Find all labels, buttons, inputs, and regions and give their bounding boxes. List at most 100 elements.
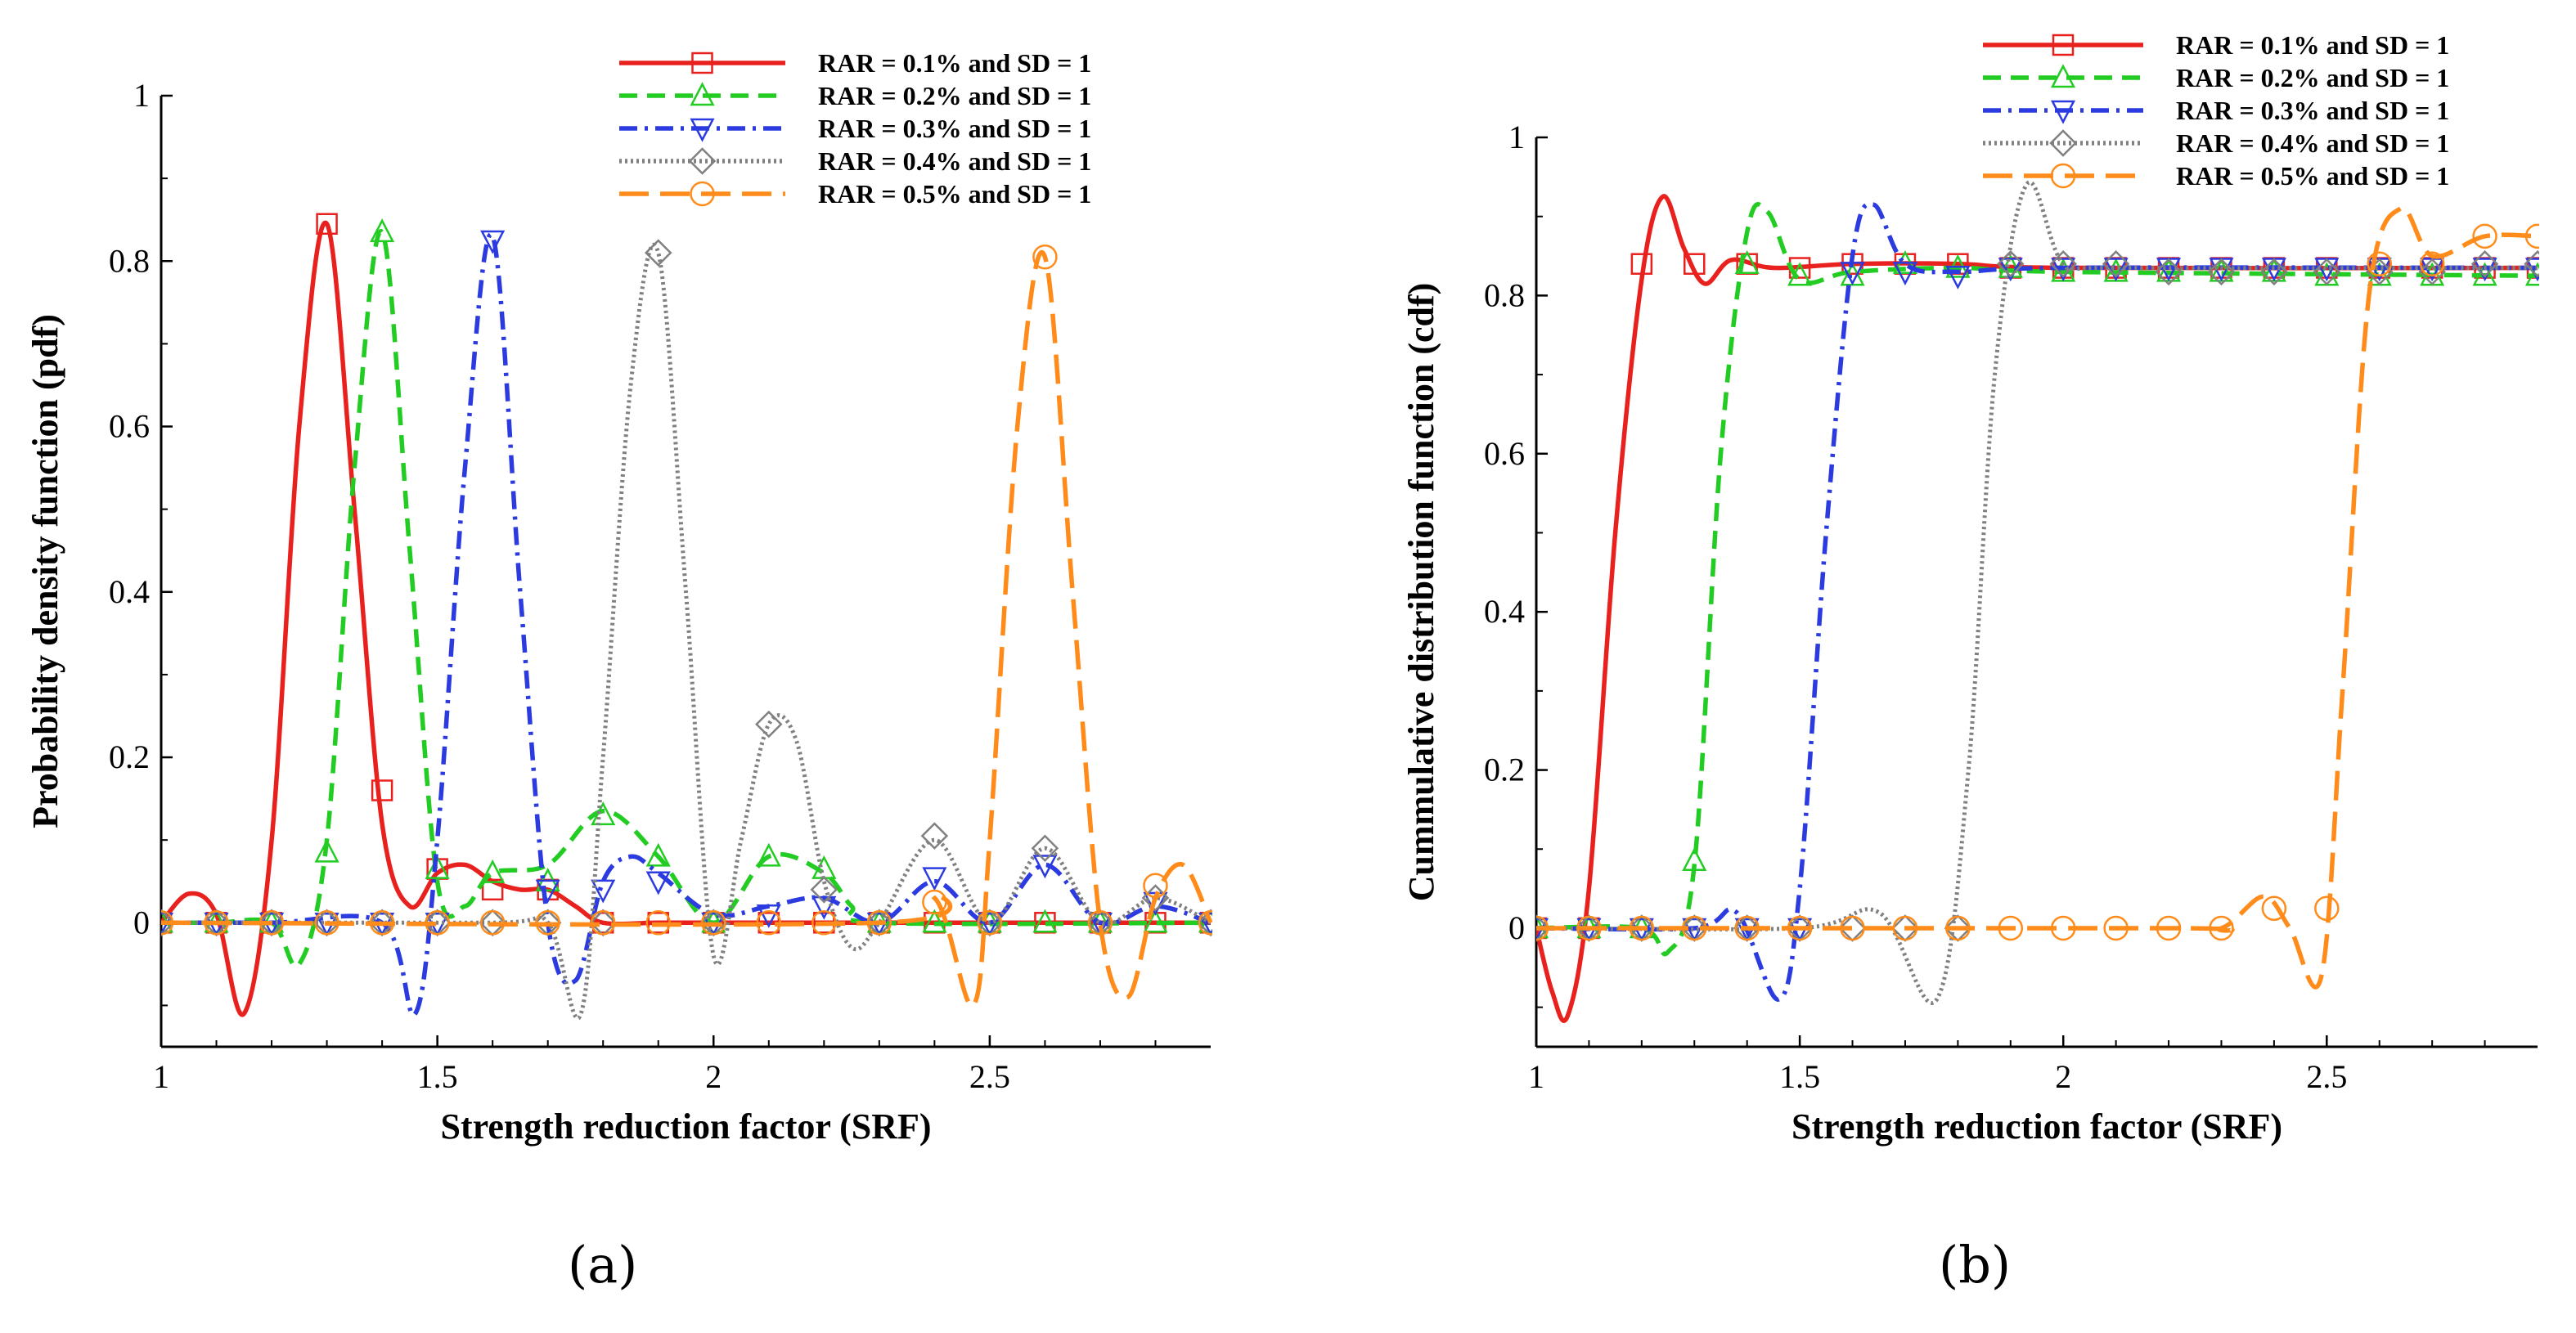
data-point-marker	[2524, 249, 2539, 278]
series-5	[161, 244, 1212, 1008]
data-point-marker	[1087, 910, 1113, 936]
series-line	[161, 243, 1212, 1021]
legend-entry: RAR = 0.2% and SD = 1	[1983, 63, 2449, 92]
data-point-marker	[977, 913, 1002, 937]
data-point-marker	[2155, 258, 2183, 286]
data-point-marker	[645, 910, 671, 936]
legend-entry: RAR = 0.4% and SD = 1	[619, 146, 1091, 176]
legend-marker	[690, 118, 715, 142]
data-point-marker	[591, 879, 616, 904]
data-point-marker	[480, 230, 506, 254]
series-line	[1536, 201, 2538, 1002]
data-point-marker	[1032, 244, 1058, 270]
y-tick-label: 0.8	[1484, 276, 1525, 313]
data-point-marker	[1032, 855, 1058, 879]
panel-a-chart: 0 0.2 0.4 0.6 0.8 1 1 1.5 2 2.5 Strength reduction…	[25, 48, 1212, 1147]
legend-entry: RAR = 0.3% and SD = 1	[619, 114, 1091, 143]
series-line	[1536, 180, 2538, 1005]
y-tick-label: 1	[1508, 119, 1525, 155]
x-axis-label: Strength reduction factor (SRF)	[440, 1106, 931, 1147]
y-tick-label: 0	[133, 904, 150, 940]
series-1	[1536, 194, 2539, 1023]
legend-label: RAR = 0.2% and SD = 1	[818, 81, 1091, 110]
data-point-marker	[1998, 258, 2023, 282]
data-point-marker	[1536, 914, 1550, 942]
y-tick-label: 0.6	[1484, 435, 1525, 472]
data-point-marker	[161, 909, 175, 937]
data-point-marker	[1945, 265, 1971, 289]
data-point-marker	[2367, 251, 2392, 276]
data-point-marker	[314, 910, 339, 936]
y-tick-label: 0.4	[1484, 593, 1525, 630]
data-point-marker	[258, 910, 285, 936]
legend-label: RAR = 0.5% and SD = 1	[2176, 161, 2449, 191]
data-point-marker	[866, 910, 892, 936]
data-point-marker	[2261, 895, 2287, 922]
data-point-marker	[481, 878, 504, 901]
data-point-marker	[1734, 250, 1760, 274]
x-tick-label: 2	[705, 1058, 722, 1095]
data-point-marker	[645, 842, 671, 867]
legend-label: RAR = 0.3% and SD = 1	[818, 114, 1091, 143]
data-point-marker	[922, 889, 947, 915]
y-tick-label: 0.2	[1484, 752, 1525, 788]
legend-label: RAR = 0.1% and SD = 1	[2176, 30, 2449, 60]
data-point-marker	[1143, 873, 1168, 899]
data-point-marker	[479, 910, 506, 936]
data-point-marker	[316, 213, 338, 236]
series-line	[161, 249, 1212, 1008]
series-3	[1536, 201, 2539, 1002]
series-line	[1536, 194, 2538, 1023]
data-point-marker	[480, 859, 506, 883]
data-point-marker	[590, 910, 616, 936]
data-point-marker	[2472, 262, 2497, 286]
series-line	[1536, 205, 2538, 990]
data-point-marker	[922, 867, 947, 891]
series-line	[161, 229, 1212, 969]
data-point-marker	[977, 910, 1003, 936]
data-point-marker	[1787, 915, 1813, 941]
data-point-marker	[922, 909, 947, 933]
data-point-marker	[1031, 834, 1059, 863]
y-axis-label: Probability density function (pdf)	[25, 314, 65, 828]
y-tick-label: 0.4	[109, 573, 150, 610]
data-point-marker	[701, 909, 726, 933]
y-tick-label: 1	[133, 77, 150, 114]
data-point-marker	[1536, 915, 1549, 941]
panel-b-chart: 0 0.2 0.4 0.6 0.8 1 1 1.5 2 2.5 Strength reduction…	[1401, 30, 2539, 1147]
x-tick-label: 2.5	[969, 1058, 1010, 1095]
data-point-marker	[2418, 258, 2446, 286]
x-tick-label: 1.5	[1779, 1058, 1820, 1095]
legend-marker	[691, 52, 713, 74]
data-point-marker	[1734, 915, 1760, 941]
series-2	[1536, 202, 2539, 957]
legend-marker	[2049, 129, 2077, 157]
data-point-marker	[1629, 915, 1655, 941]
data-point-marker	[161, 910, 174, 936]
x-tick-label: 2.5	[2306, 1058, 2347, 1095]
legend-label: RAR = 0.1% and SD = 1	[818, 48, 1091, 78]
data-point-marker	[701, 910, 726, 936]
legend-marker	[690, 181, 715, 207]
legend-marker	[2050, 163, 2076, 189]
data-point-marker	[1840, 915, 1865, 941]
data-point-marker	[535, 910, 560, 936]
data-point-marker	[1840, 262, 1865, 286]
series-4	[161, 239, 1212, 1021]
series-2	[161, 218, 1212, 969]
data-point-marker	[755, 710, 783, 738]
legend-label: RAR = 0.3% and SD = 1	[2176, 96, 2449, 125]
y-tick-label: 0	[1508, 909, 1525, 946]
data-point-marker	[645, 871, 671, 895]
legend-entry: RAR = 0.1% and SD = 1	[619, 48, 1091, 78]
data-point-marker	[591, 801, 616, 826]
data-point-marker	[370, 218, 395, 243]
data-point-marker	[1998, 915, 2024, 941]
data-point-marker	[204, 910, 229, 936]
data-point-marker	[2049, 249, 2077, 278]
x-tick-label: 1	[1528, 1058, 1544, 1095]
series-5	[1536, 205, 2539, 990]
data-point-marker	[2314, 895, 2340, 922]
data-point-marker	[425, 910, 450, 936]
legend-label: RAR = 0.2% and SD = 1	[2176, 63, 2449, 92]
